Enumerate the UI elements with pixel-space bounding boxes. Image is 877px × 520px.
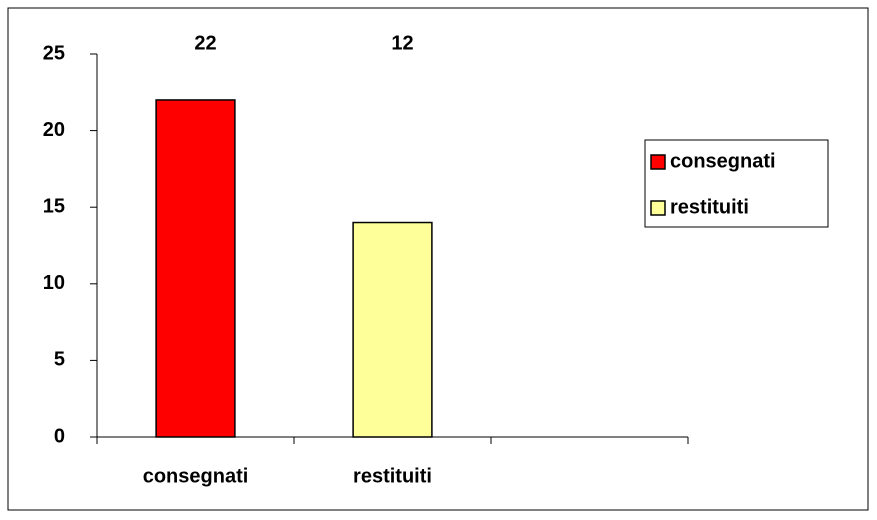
y-tick-label: 15: [43, 195, 65, 217]
bar: [352, 221, 433, 438]
y-tick-label: 25: [43, 42, 65, 64]
legend-label: consegnati: [670, 150, 776, 172]
bar: [155, 99, 236, 438]
data-label: 22: [194, 32, 216, 54]
legend-box: [644, 139, 829, 228]
y-tick-label: 5: [54, 349, 65, 371]
data-label: 12: [391, 32, 413, 54]
legend-swatch: [650, 154, 666, 170]
y-tick-label: 0: [54, 425, 65, 447]
y-tick-label: 10: [43, 272, 65, 294]
x-tick-label: restituiti: [353, 465, 432, 487]
x-tick-label: consegnati: [143, 465, 249, 487]
chart-border: [7, 7, 869, 511]
legend-label: restituiti: [670, 196, 749, 218]
legend-swatch: [650, 200, 666, 216]
y-tick-label: 20: [43, 119, 65, 141]
